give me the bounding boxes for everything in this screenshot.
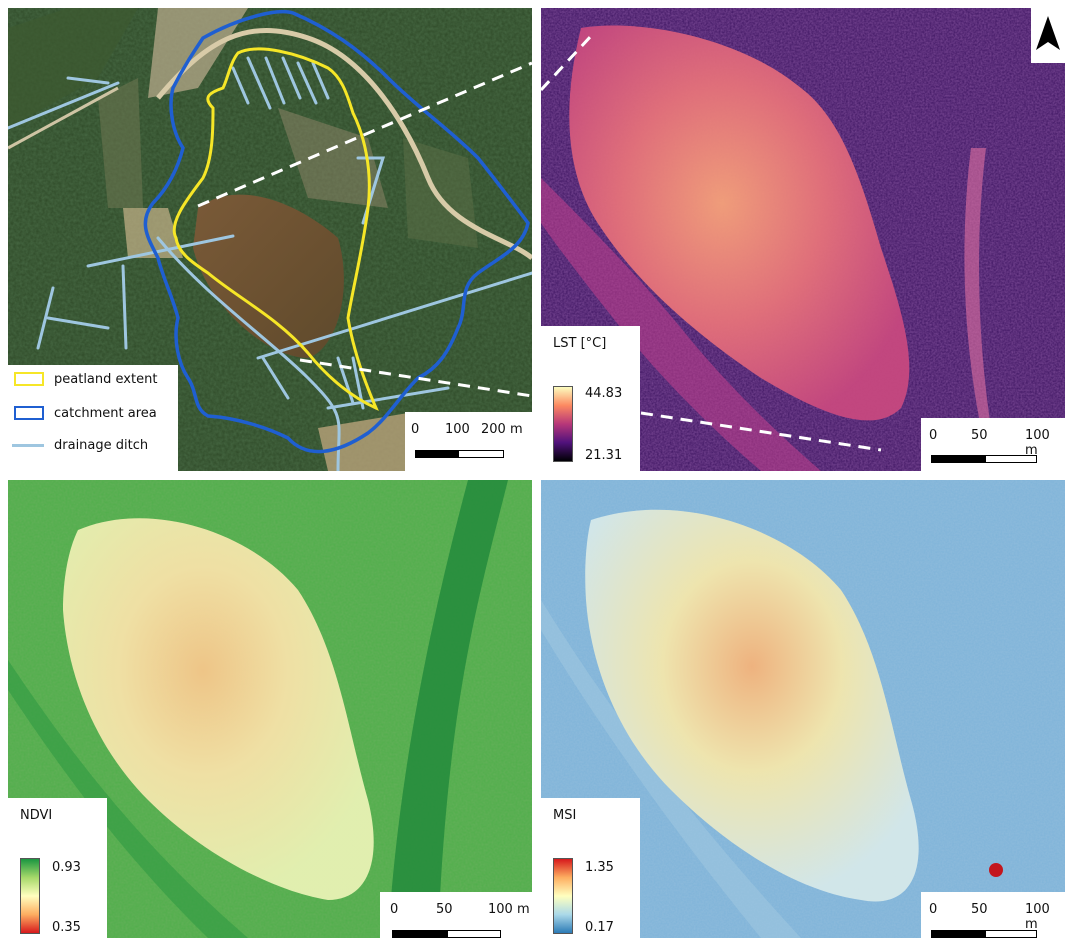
ndvi-color-ramp: [20, 858, 40, 934]
scale-bar-white: [458, 450, 504, 458]
legend-item-ditch: drainage ditch: [8, 433, 148, 457]
ndvi-scale-bar: 0 50 100 m: [380, 892, 532, 938]
msi-color-ramp: [553, 858, 573, 934]
msi-legend-max: 1.35: [585, 860, 614, 875]
legend-label: peatland extent: [54, 372, 157, 387]
scale-tick-0: 0: [929, 902, 937, 917]
ndvi-legend: NDVI 0.93 0.35: [8, 798, 107, 938]
legend-item-catchment: catchment area: [8, 401, 157, 425]
scale-bar-white: [985, 930, 1037, 938]
ndvi-legend-min: 0.35: [52, 920, 81, 935]
catchment-swatch: [14, 406, 44, 420]
legend-label: catchment area: [54, 406, 157, 421]
peatland-swatch: [14, 372, 44, 386]
north-arrow: [1031, 8, 1065, 63]
scale-tick-0: 0: [929, 428, 937, 443]
scale-bar-white: [447, 930, 501, 938]
scale-tick-1: 50: [436, 902, 453, 917]
lst-legend: LST [°C] 44.83 21.31: [541, 326, 640, 471]
aerial-map-panel: peatland extent catchment area drainage …: [8, 8, 532, 471]
scale-bar-black: [931, 455, 986, 463]
lst-legend-title: LST [°C]: [553, 336, 606, 351]
scale-tick-1: 50: [971, 902, 988, 917]
ndvi-legend-title: NDVI: [20, 808, 52, 823]
ndvi-map-panel: NDVI 0.93 0.35 0 50 100 m: [8, 480, 532, 938]
north-arrow-icon: [1031, 8, 1065, 63]
lst-legend-max: 44.83: [585, 386, 622, 401]
scale-bar-black: [931, 930, 986, 938]
scale-bar-black: [392, 930, 448, 938]
scale-tick-1: 100: [445, 422, 470, 437]
scale-tick-1: 50: [971, 428, 988, 443]
msi-map-panel: MSI 1.35 0.17 0 50 100 m: [541, 480, 1065, 938]
msi-legend-title: MSI: [553, 808, 576, 823]
scale-tick-0: 0: [411, 422, 419, 437]
ndvi-legend-max: 0.93: [52, 860, 81, 875]
lst-legend-min: 21.31: [585, 448, 622, 463]
msi-legend: MSI 1.35 0.17: [541, 798, 640, 938]
scale-tick-2: 100 m: [1025, 428, 1065, 458]
scale-tick-2: 100 m: [1025, 902, 1065, 932]
scale-tick-2: 200 m: [481, 422, 523, 437]
scale-bar-white: [985, 455, 1037, 463]
aerial-legend: peatland extent catchment area drainage …: [8, 365, 178, 471]
legend-label: drainage ditch: [54, 438, 148, 453]
scale-tick-0: 0: [390, 902, 398, 917]
lst-color-ramp: [553, 386, 573, 462]
scale-tick-2: 100 m: [488, 902, 530, 917]
msi-hotspot: [989, 863, 1003, 877]
aerial-scale-bar: 0 100 200 m: [405, 412, 532, 471]
legend-item-peatland: peatland extent: [8, 367, 157, 391]
msi-scale-bar: 0 50 100 m: [921, 892, 1065, 938]
lst-scale-bar: 0 50 100 m: [921, 418, 1065, 471]
ditch-swatch: [12, 444, 44, 447]
scale-bar-black: [415, 450, 459, 458]
lst-map-panel: LST [°C] 44.83 21.31 0 50 100 m: [541, 8, 1065, 471]
msi-legend-min: 0.17: [585, 920, 614, 935]
